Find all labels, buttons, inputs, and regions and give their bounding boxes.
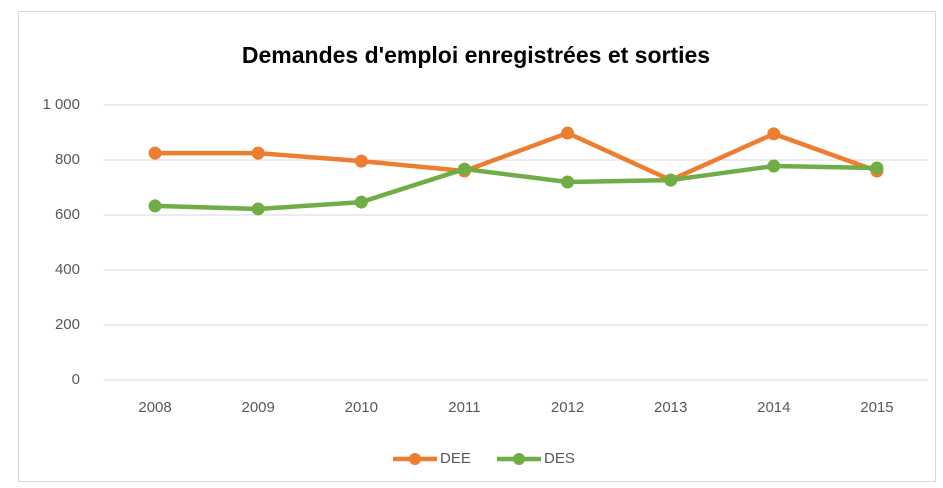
data-point	[457, 162, 471, 176]
x-tick-label: 2014	[757, 399, 790, 416]
series-line	[154, 163, 877, 212]
y-tick-label: 0	[72, 371, 80, 388]
y-tick-label: 400	[55, 261, 80, 278]
data-point	[148, 199, 162, 213]
y-tick-label: 200	[55, 316, 80, 333]
data-point	[251, 202, 265, 216]
data-point	[561, 175, 575, 189]
data-point	[251, 146, 265, 160]
y-tick-label: 800	[55, 151, 80, 168]
y-tick-label: 600	[55, 206, 80, 223]
legend-label: DEE	[440, 450, 471, 467]
data-point	[767, 127, 781, 141]
x-tick-label: 2015	[860, 399, 893, 416]
x-tick-label: 2013	[654, 399, 687, 416]
legend-marker	[513, 453, 525, 465]
y-tick-label: 1 000	[42, 96, 80, 113]
data-point	[148, 146, 162, 160]
x-tick-label: 2011	[448, 399, 480, 416]
x-tick-label: 2009	[242, 399, 275, 416]
x-tick-label: 2008	[138, 399, 171, 416]
data-point	[354, 195, 368, 209]
legend-label: DES	[544, 450, 575, 467]
data-point	[870, 161, 884, 175]
data-point	[767, 159, 781, 173]
chart-frame	[18, 11, 936, 482]
x-tick-label: 2012	[551, 399, 584, 416]
data-point	[664, 173, 678, 187]
x-tick-label: 2010	[345, 399, 378, 416]
series-line	[155, 130, 878, 183]
legend-marker	[409, 453, 421, 465]
data-point	[561, 126, 575, 140]
data-point	[354, 154, 368, 168]
chart-title: Demandes d'emploi enregistrées et sortie…	[242, 42, 710, 68]
